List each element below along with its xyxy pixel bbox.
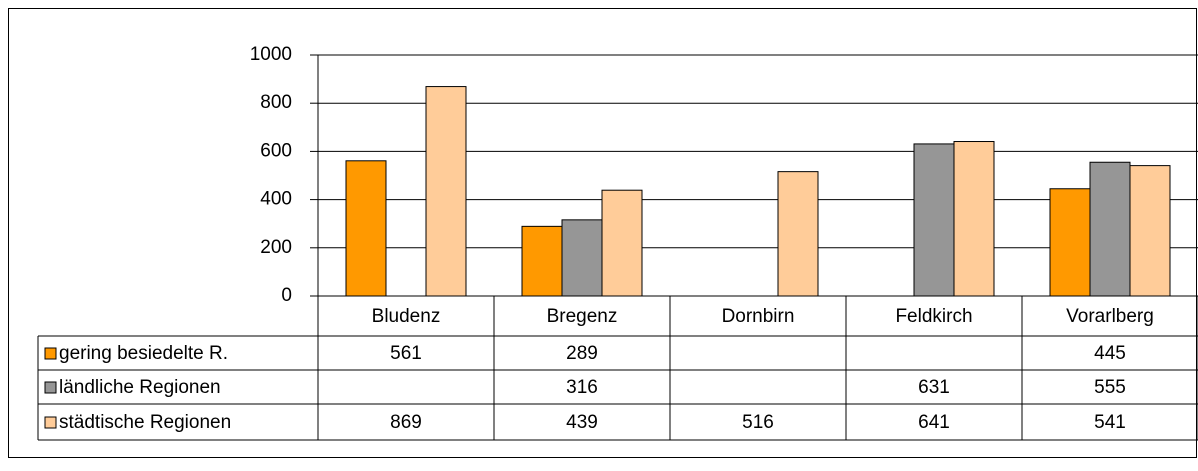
legend-swatch <box>44 416 57 429</box>
x-tick-label: Feldkirch <box>895 306 972 327</box>
legend-swatch <box>44 381 57 394</box>
x-tick-label: Dornbirn <box>722 306 795 327</box>
bar <box>561 219 603 297</box>
bar <box>1129 165 1171 297</box>
bar <box>913 143 955 297</box>
data-table-value: 516 <box>742 412 774 433</box>
bar <box>425 86 467 297</box>
y-tick-label: 1000 <box>250 44 292 65</box>
bar <box>345 160 387 297</box>
bar <box>1049 188 1091 297</box>
legend-label: gering besiedelte R. <box>59 343 228 364</box>
bar <box>601 189 643 297</box>
y-tick-label: 0 <box>281 285 292 306</box>
bar <box>777 171 819 297</box>
y-tick-label: 800 <box>260 92 292 113</box>
data-table-value: 289 <box>566 343 598 364</box>
data-table-value: 561 <box>390 343 422 364</box>
x-tick-label: Vorarlberg <box>1066 306 1154 327</box>
y-tick-label: 600 <box>260 140 292 161</box>
data-table-value: 869 <box>390 412 422 433</box>
legend-label: ländliche Regionen <box>59 377 221 398</box>
data-table-value: 445 <box>1094 343 1126 364</box>
data-table-value: 316 <box>566 377 598 398</box>
data-table-value: 439 <box>566 412 598 433</box>
data-table-value: 555 <box>1094 377 1126 398</box>
legend-label: städtische Regionen <box>59 412 231 433</box>
legend-swatch <box>44 347 57 360</box>
data-table-value: 541 <box>1094 412 1126 433</box>
data-table-value: 631 <box>918 377 950 398</box>
y-tick-label: 200 <box>260 237 292 258</box>
x-tick-label: Bludenz <box>372 306 441 327</box>
bar <box>953 141 995 297</box>
bar <box>521 225 563 297</box>
bar <box>1089 161 1131 297</box>
data-table-value: 641 <box>918 412 950 433</box>
x-tick-label: Bregenz <box>547 306 618 327</box>
y-tick-label: 400 <box>260 189 292 210</box>
